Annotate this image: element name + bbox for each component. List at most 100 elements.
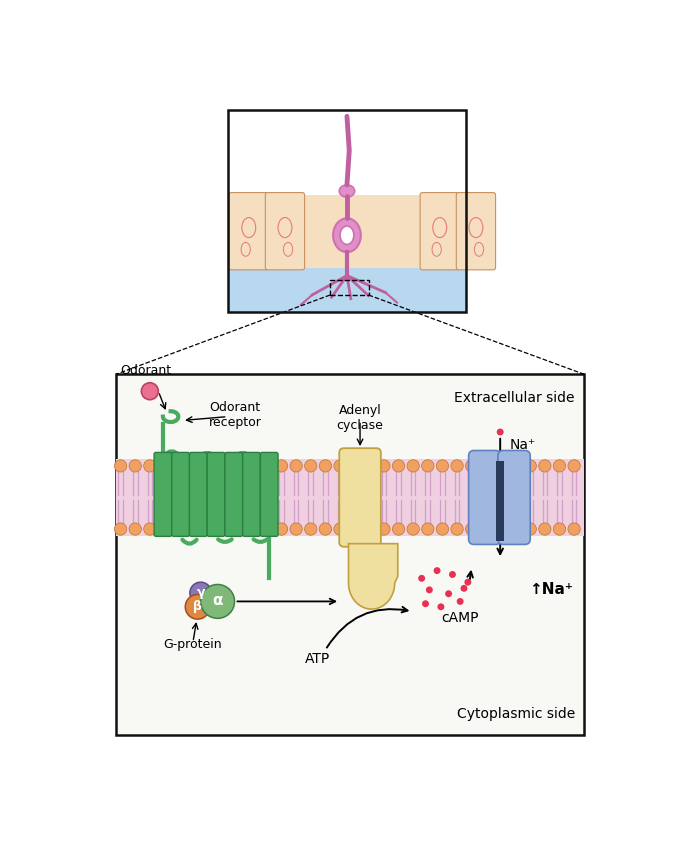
Circle shape: [509, 460, 522, 472]
Circle shape: [437, 603, 444, 611]
Circle shape: [496, 429, 504, 436]
Text: γ: γ: [197, 585, 205, 599]
Circle shape: [143, 523, 156, 535]
Circle shape: [363, 460, 375, 472]
Circle shape: [422, 523, 434, 535]
Text: Adenyl
cyclase: Adenyl cyclase: [337, 404, 384, 431]
Circle shape: [202, 523, 214, 535]
Circle shape: [422, 460, 434, 472]
Circle shape: [418, 575, 425, 582]
Circle shape: [188, 523, 200, 535]
Text: ↑Na⁺: ↑Na⁺: [530, 582, 573, 597]
Bar: [330, 279, 369, 295]
FancyBboxPatch shape: [207, 452, 225, 537]
Circle shape: [246, 523, 258, 535]
Circle shape: [114, 523, 126, 535]
Polygon shape: [348, 543, 398, 609]
Text: Na⁺: Na⁺: [509, 438, 536, 452]
Circle shape: [319, 523, 332, 535]
Circle shape: [129, 523, 141, 535]
Text: Odorant: Odorant: [120, 364, 171, 378]
FancyBboxPatch shape: [420, 193, 460, 270]
Circle shape: [451, 460, 463, 472]
Circle shape: [392, 460, 405, 472]
Circle shape: [246, 460, 258, 472]
Circle shape: [290, 523, 303, 535]
FancyBboxPatch shape: [154, 452, 172, 537]
Circle shape: [290, 460, 303, 472]
Circle shape: [509, 523, 522, 535]
Circle shape: [445, 590, 452, 597]
Bar: [228, 267, 466, 312]
Circle shape: [217, 460, 229, 472]
Circle shape: [202, 460, 214, 472]
Ellipse shape: [339, 185, 355, 197]
Text: Extracellular side: Extracellular side: [454, 391, 575, 405]
Circle shape: [363, 523, 375, 535]
Text: α: α: [212, 593, 223, 608]
Circle shape: [143, 460, 156, 472]
Circle shape: [466, 460, 478, 472]
Ellipse shape: [340, 226, 354, 245]
Circle shape: [451, 523, 463, 535]
Circle shape: [378, 523, 390, 535]
Circle shape: [568, 460, 580, 472]
Circle shape: [260, 523, 273, 535]
FancyBboxPatch shape: [498, 451, 530, 544]
Circle shape: [449, 571, 456, 578]
Circle shape: [554, 460, 566, 472]
Circle shape: [407, 460, 420, 472]
Circle shape: [434, 567, 441, 574]
Circle shape: [114, 460, 126, 472]
Circle shape: [305, 460, 317, 472]
Text: ATP: ATP: [305, 652, 330, 666]
Bar: [228, 227, 466, 312]
Circle shape: [392, 523, 405, 535]
Bar: [228, 195, 466, 267]
Circle shape: [129, 460, 141, 472]
Circle shape: [319, 460, 332, 472]
Circle shape: [185, 595, 210, 619]
Ellipse shape: [333, 219, 361, 252]
FancyBboxPatch shape: [229, 193, 269, 270]
Circle shape: [437, 460, 449, 472]
Circle shape: [480, 460, 492, 472]
FancyBboxPatch shape: [339, 448, 381, 547]
Bar: [116, 459, 584, 536]
Circle shape: [457, 598, 464, 605]
Circle shape: [554, 523, 566, 535]
Circle shape: [158, 523, 171, 535]
Circle shape: [305, 523, 317, 535]
FancyBboxPatch shape: [260, 452, 278, 537]
Bar: [228, 110, 466, 312]
Circle shape: [173, 523, 185, 535]
Circle shape: [275, 460, 288, 472]
Circle shape: [460, 584, 467, 592]
FancyBboxPatch shape: [172, 452, 190, 537]
Text: Odorant
receptor: Odorant receptor: [209, 401, 262, 429]
Circle shape: [407, 523, 420, 535]
Circle shape: [348, 460, 361, 472]
Circle shape: [495, 460, 507, 472]
Bar: [116, 374, 584, 735]
Circle shape: [173, 460, 185, 472]
FancyBboxPatch shape: [190, 452, 207, 537]
Circle shape: [539, 523, 551, 535]
Text: cAMP: cAMP: [441, 611, 479, 625]
Circle shape: [426, 586, 432, 594]
FancyBboxPatch shape: [456, 193, 496, 270]
Circle shape: [190, 582, 211, 604]
Text: G-protein: G-protein: [164, 637, 222, 651]
FancyBboxPatch shape: [265, 193, 305, 270]
FancyBboxPatch shape: [469, 451, 501, 544]
Text: Cytoplasmic side: Cytoplasmic side: [457, 706, 575, 721]
Circle shape: [422, 600, 429, 607]
Circle shape: [158, 460, 171, 472]
Circle shape: [568, 523, 580, 535]
Circle shape: [464, 579, 471, 585]
Circle shape: [466, 523, 478, 535]
Circle shape: [524, 460, 537, 472]
Circle shape: [524, 523, 537, 535]
Text: β: β: [193, 600, 202, 613]
Circle shape: [334, 523, 346, 535]
